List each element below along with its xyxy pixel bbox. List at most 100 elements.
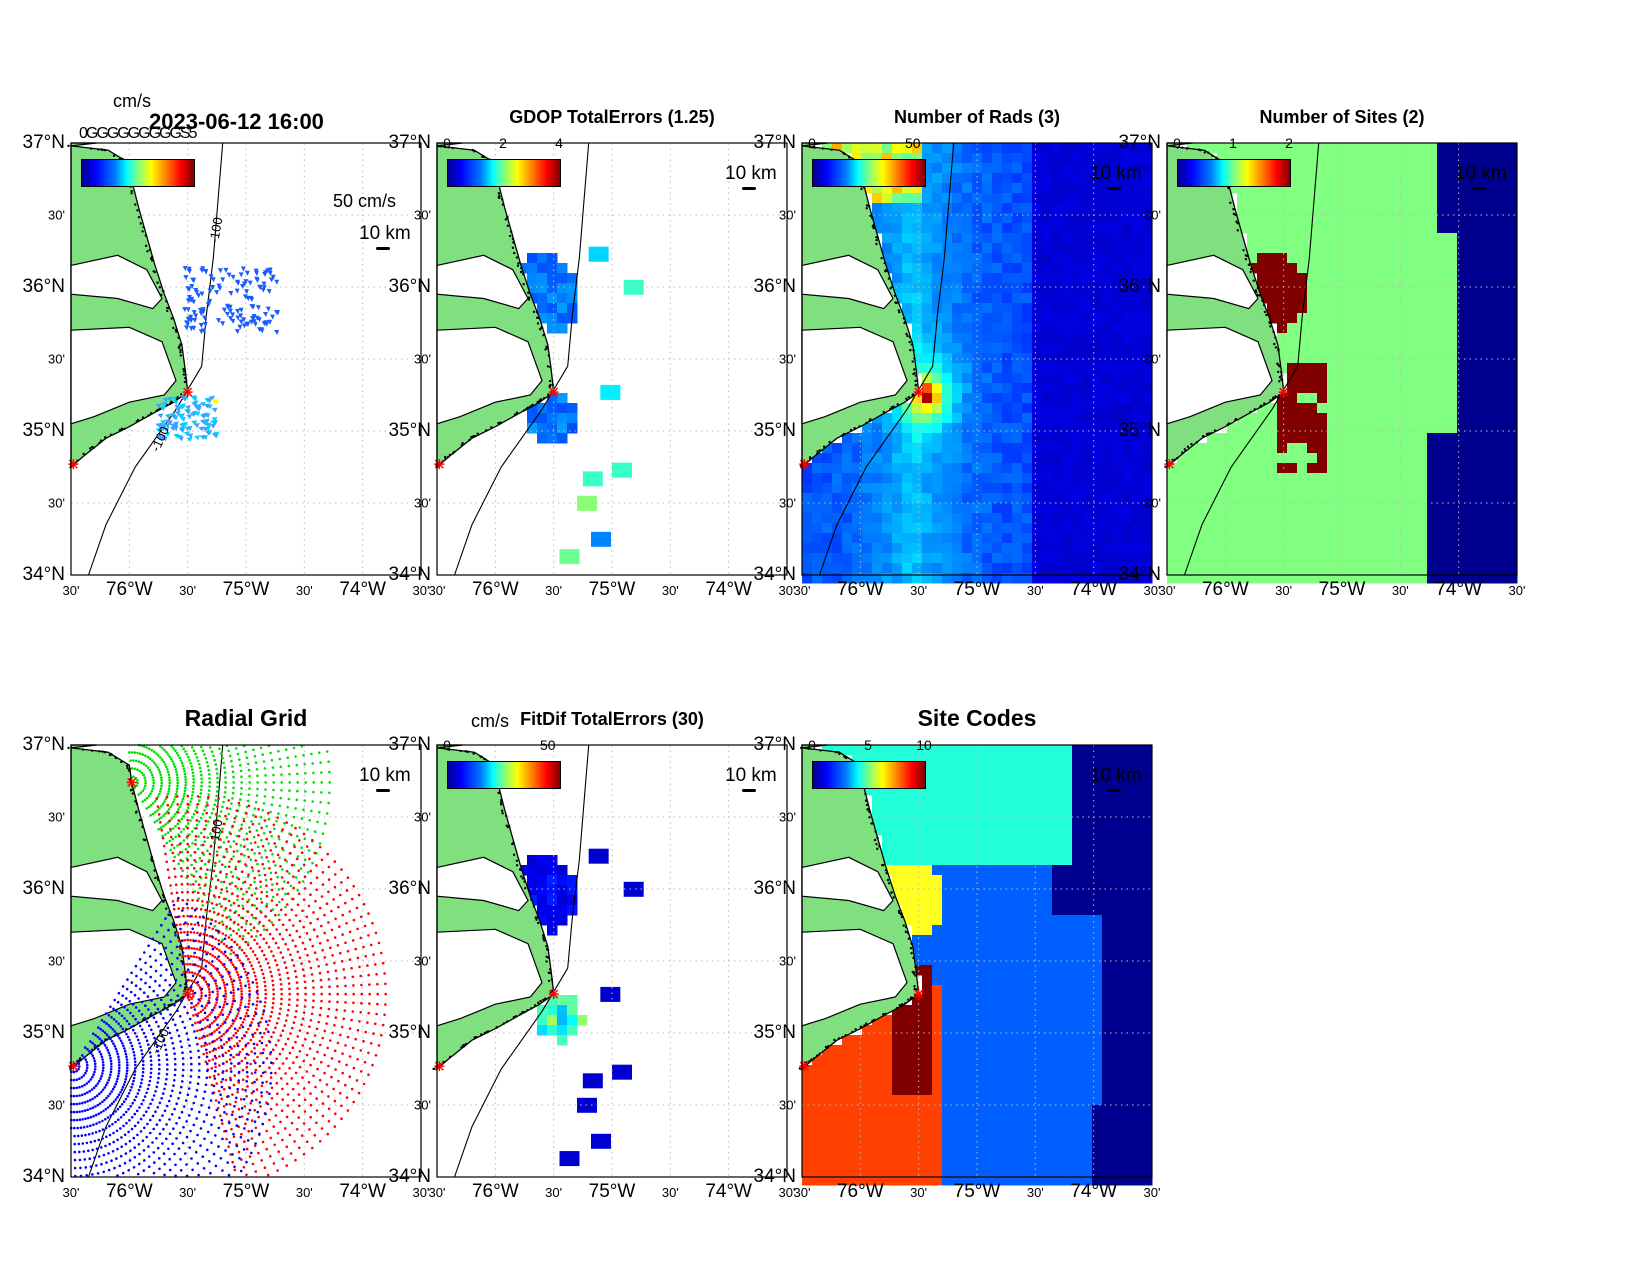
- scale-bar-label: 10 km: [1455, 163, 1507, 184]
- colorbar-tick: 0: [808, 737, 816, 753]
- colorbar-tick: 50: [540, 737, 556, 753]
- svg-text:-100: -100: [206, 216, 225, 244]
- longitude-tick-label: 30': [793, 1185, 811, 1200]
- longitude-tick-label: 76°W: [836, 579, 884, 600]
- longitude-tick-label: 30': [1026, 1185, 1044, 1200]
- latitude-tick-label: 35°N: [388, 1022, 431, 1043]
- longitude-tick-label: 30': [179, 1185, 197, 1200]
- latitude-tick-label: 30': [779, 207, 796, 223]
- raster-field: [1167, 143, 1518, 584]
- colorbar-tick: 1: [1229, 135, 1237, 151]
- panel-title: Radial Grid: [184, 705, 308, 731]
- longitude-tick-label: 76°W: [836, 1181, 884, 1202]
- longitude-tick-label: 30': [412, 1185, 430, 1200]
- latitude-tick-label: 34°N: [388, 1166, 431, 1187]
- latitude-tick-label: 37°N: [388, 132, 431, 153]
- colorbar: [447, 761, 561, 789]
- longitude-tick-label: 74°W: [1070, 1181, 1117, 1202]
- longitude-tick-label: 30': [428, 1185, 446, 1200]
- map-canvas: -100-100: [67, 142, 422, 576]
- longitude-tick-label: 30': [1026, 583, 1044, 598]
- scale-bar-label: 10 km: [725, 163, 777, 184]
- colorbar-tick: 0: [443, 135, 451, 151]
- latitude-tick-label: 35°N: [1118, 420, 1161, 441]
- longitude-tick-label: 74°W: [1070, 579, 1117, 600]
- longitude-tick-label: 30': [62, 583, 80, 598]
- colorbar: [812, 761, 926, 789]
- latitude-tick-label: 35°N: [22, 420, 65, 441]
- longitude-tick-label: 30': [778, 583, 796, 598]
- colorbar: [812, 159, 926, 187]
- longitude-tick-label: 75°W: [588, 579, 636, 600]
- latitude-tick-label: 35°N: [753, 1022, 796, 1043]
- scale-bar: [1107, 187, 1121, 190]
- latitude-tick-label: 35°N: [22, 1022, 65, 1043]
- longitude-tick-label: 30': [1143, 583, 1161, 598]
- latitude-tick-label: 36°N: [1118, 276, 1161, 297]
- colorbar: [1177, 159, 1291, 187]
- map-panel-rads: Number of Rads (3) 0 50 10 km 37°N 30' 36°N 30'…: [754, 107, 1161, 600]
- units-label: cm/s: [113, 91, 151, 111]
- longitude-tick-label: 30': [1391, 583, 1409, 598]
- colorbar-tick: 0: [808, 135, 816, 151]
- longitude-tick-label: 30': [1508, 583, 1526, 598]
- latitude-tick-label: 30': [414, 1097, 431, 1113]
- latitude-tick-label: 30': [48, 953, 65, 969]
- map-canvas: [432, 744, 788, 1178]
- latitude-tick-label: 30': [1144, 351, 1161, 367]
- longitude-tick-label: 74°W: [705, 1181, 752, 1202]
- scale-bar-label: 10 km: [359, 223, 411, 244]
- longitude-tick-label: 30': [793, 583, 811, 598]
- latitude-tick-label: 34°N: [753, 1166, 796, 1187]
- map-panel-codes: Site Codes 0 5 10 10 km 37°N 30' 36°N 30' 35°N 30'…: [754, 705, 1161, 1202]
- colorbar-tick: 0: [443, 737, 451, 753]
- colorbar-tick: 4: [555, 135, 563, 151]
- latitude-tick-label: 34°N: [388, 564, 431, 585]
- map-panel-radial: Radial Grid -100 -100 10 km 37°N 30' 36°N 30' 35…: [23, 705, 430, 1202]
- longitude-tick-label: 74°W: [705, 579, 752, 600]
- longitude-tick-label: 30': [910, 583, 928, 598]
- longitude-tick-label: 30': [62, 1185, 80, 1200]
- scale-bar: [376, 247, 390, 250]
- panel-title: Number of Sites (2): [1259, 107, 1425, 127]
- panel-title: Number of Rads (3): [893, 107, 1061, 127]
- latitude-tick-label: 30': [48, 495, 65, 511]
- latitude-tick-label: 36°N: [753, 878, 796, 899]
- longitude-tick-label: 74°W: [1435, 579, 1482, 600]
- scale-bar-label: 10 km: [725, 765, 777, 786]
- longitude-tick-label: 30': [179, 583, 197, 598]
- latitude-tick-label: 37°N: [753, 734, 796, 755]
- longitude-tick-label: 30': [545, 583, 563, 598]
- latitude-tick-label: 37°N: [388, 734, 431, 755]
- map-panel-vectors: -100 -100 10 km 2023-06-12 16:00 0GGGGGGGGGS…: [23, 91, 430, 600]
- colorbar-tick: 0: [1173, 135, 1181, 151]
- latitude-tick-label: 30': [414, 809, 431, 825]
- colorbar-tick: 5: [864, 737, 872, 753]
- longitude-tick-label: 30': [295, 1185, 313, 1200]
- latitude-tick-label: 30': [414, 351, 431, 367]
- units-label: cm/s: [471, 711, 509, 731]
- overlapping-labels: 0GGGGGGGGGS5: [79, 125, 197, 142]
- map-canvas: -100-100: [67, 743, 422, 1178]
- scale-bar-label: 10 km: [1090, 765, 1142, 786]
- latitude-tick-label: 34°N: [753, 564, 796, 585]
- latitude-tick-label: 30': [1144, 207, 1161, 223]
- latitude-tick-label: 30': [48, 351, 65, 367]
- latitude-tick-label: 30': [48, 809, 65, 825]
- colorbar-tick: 50: [905, 135, 921, 151]
- longitude-tick-label: 30': [661, 1185, 679, 1200]
- latitude-tick-label: 30': [414, 495, 431, 511]
- scale-bar-label: 10 km: [1090, 163, 1142, 184]
- latitude-tick-label: 36°N: [22, 276, 65, 297]
- longitude-tick-label: 74°W: [339, 579, 386, 600]
- raster-field: [802, 745, 1153, 1186]
- latitude-tick-label: 30': [779, 809, 796, 825]
- colorbar-tick: 2: [1285, 135, 1293, 151]
- panel-title: FitDif TotalErrors (30): [520, 709, 704, 729]
- scale-bar: [1107, 789, 1121, 792]
- latitude-tick-label: 30': [1144, 495, 1161, 511]
- longitude-tick-label: 76°W: [105, 579, 153, 600]
- raster-field: [517, 848, 644, 1167]
- latitude-tick-label: 30': [48, 1097, 65, 1113]
- scale-bar-label: 10 km: [359, 765, 411, 786]
